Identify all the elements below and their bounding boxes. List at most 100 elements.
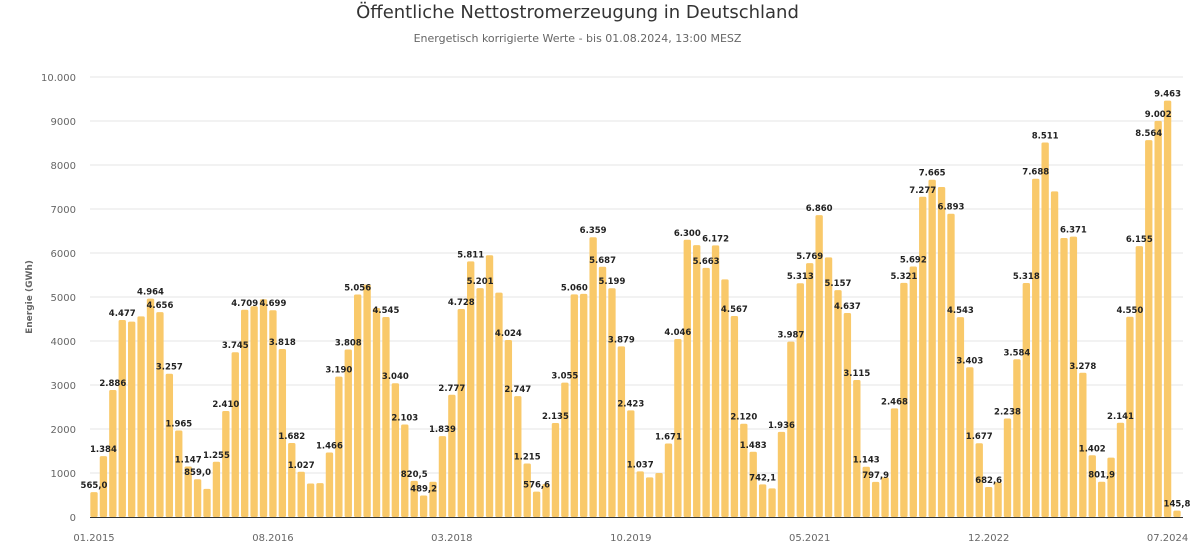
bar[interactable]	[1154, 120, 1162, 517]
bar[interactable]	[1135, 246, 1144, 517]
bar[interactable]	[806, 263, 814, 517]
bar[interactable]	[203, 488, 211, 517]
bar[interactable]	[222, 410, 230, 517]
bar[interactable]	[1003, 418, 1012, 517]
bar[interactable]	[532, 491, 541, 517]
bar[interactable]	[363, 284, 371, 517]
bar[interactable]	[598, 266, 607, 517]
bar[interactable]	[269, 310, 277, 517]
bar[interactable]	[1107, 457, 1115, 517]
bar[interactable]	[693, 245, 701, 517]
bar[interactable]	[636, 471, 644, 517]
bar[interactable]	[1013, 359, 1021, 517]
bar[interactable]	[504, 339, 513, 517]
bar[interactable]	[372, 308, 381, 517]
bar[interactable]	[278, 349, 287, 517]
bar[interactable]	[928, 179, 936, 518]
bar[interactable]	[674, 338, 682, 517]
bar[interactable]	[90, 492, 98, 517]
bar[interactable]	[749, 451, 757, 517]
bar[interactable]	[467, 261, 475, 517]
bar[interactable]	[608, 288, 616, 517]
bar[interactable]	[193, 479, 202, 517]
bar[interactable]	[156, 312, 164, 517]
bar[interactable]	[401, 424, 409, 517]
bar[interactable]	[740, 423, 748, 517]
bar[interactable]	[523, 463, 531, 517]
bar[interactable]	[137, 316, 145, 517]
bar[interactable]	[99, 456, 108, 517]
bar[interactable]	[1050, 191, 1059, 517]
bar[interactable]	[259, 299, 268, 517]
bar[interactable]	[721, 279, 729, 517]
bar[interactable]	[542, 484, 550, 517]
bar[interactable]	[824, 257, 833, 517]
bar[interactable]	[109, 390, 117, 517]
bar[interactable]	[457, 308, 465, 517]
bar[interactable]	[1088, 455, 1096, 517]
bar[interactable]	[448, 394, 456, 517]
bar[interactable]	[966, 367, 974, 517]
bar[interactable]	[702, 267, 710, 517]
bar[interactable]	[165, 373, 174, 517]
bar[interactable]	[655, 473, 663, 517]
bar[interactable]	[306, 483, 315, 517]
bar[interactable]	[514, 396, 522, 517]
bar[interactable]	[909, 266, 917, 517]
bar[interactable]	[184, 466, 192, 517]
bar[interactable]	[561, 382, 569, 517]
bar[interactable]	[777, 431, 786, 517]
bar[interactable]	[551, 423, 560, 517]
bar[interactable]	[881, 477, 889, 517]
bar[interactable]	[344, 349, 352, 517]
bar[interactable]	[664, 443, 673, 517]
bar[interactable]	[994, 482, 1002, 517]
bar[interactable]	[853, 379, 861, 517]
bar[interactable]	[250, 306, 258, 517]
bar[interactable]	[1060, 238, 1068, 518]
bar[interactable]	[758, 484, 767, 517]
bar[interactable]	[683, 239, 691, 518]
bar[interactable]	[297, 471, 305, 517]
bar[interactable]	[476, 288, 484, 517]
bar[interactable]	[919, 196, 927, 517]
bar[interactable]	[1145, 140, 1153, 517]
bar[interactable]	[890, 408, 899, 517]
bar[interactable]	[241, 309, 249, 517]
bar[interactable]	[730, 316, 739, 517]
bar[interactable]	[212, 461, 221, 517]
bar[interactable]	[956, 317, 965, 517]
bar[interactable]	[128, 321, 136, 517]
bar[interactable]	[834, 290, 842, 517]
bar[interactable]	[900, 282, 908, 517]
bar[interactable]	[146, 298, 155, 517]
bar[interactable]	[175, 430, 183, 517]
bar[interactable]	[335, 376, 343, 517]
bar[interactable]	[787, 341, 795, 517]
bar[interactable]	[354, 294, 362, 517]
bar[interactable]	[391, 383, 400, 517]
bar[interactable]	[485, 255, 494, 517]
bar[interactable]	[580, 293, 588, 517]
bar[interactable]	[1022, 283, 1030, 517]
bar[interactable]	[495, 292, 503, 517]
bar[interactable]	[1032, 178, 1040, 518]
bar[interactable]	[429, 481, 437, 517]
bar[interactable]	[1116, 422, 1125, 517]
bar[interactable]	[419, 495, 428, 517]
bar[interactable]	[1126, 316, 1134, 517]
bar[interactable]	[645, 477, 654, 517]
bar[interactable]	[118, 320, 126, 517]
bar[interactable]	[288, 442, 296, 517]
bar[interactable]	[589, 237, 597, 517]
bar[interactable]	[382, 317, 390, 517]
bar[interactable]	[768, 488, 776, 517]
bar[interactable]	[871, 481, 880, 517]
bar[interactable]	[325, 452, 334, 518]
bar[interactable]	[1069, 236, 1078, 517]
bar[interactable]	[627, 410, 635, 517]
bar[interactable]	[231, 352, 239, 517]
bar[interactable]	[438, 436, 447, 517]
bar[interactable]	[1079, 372, 1087, 517]
bar[interactable]	[410, 480, 418, 517]
